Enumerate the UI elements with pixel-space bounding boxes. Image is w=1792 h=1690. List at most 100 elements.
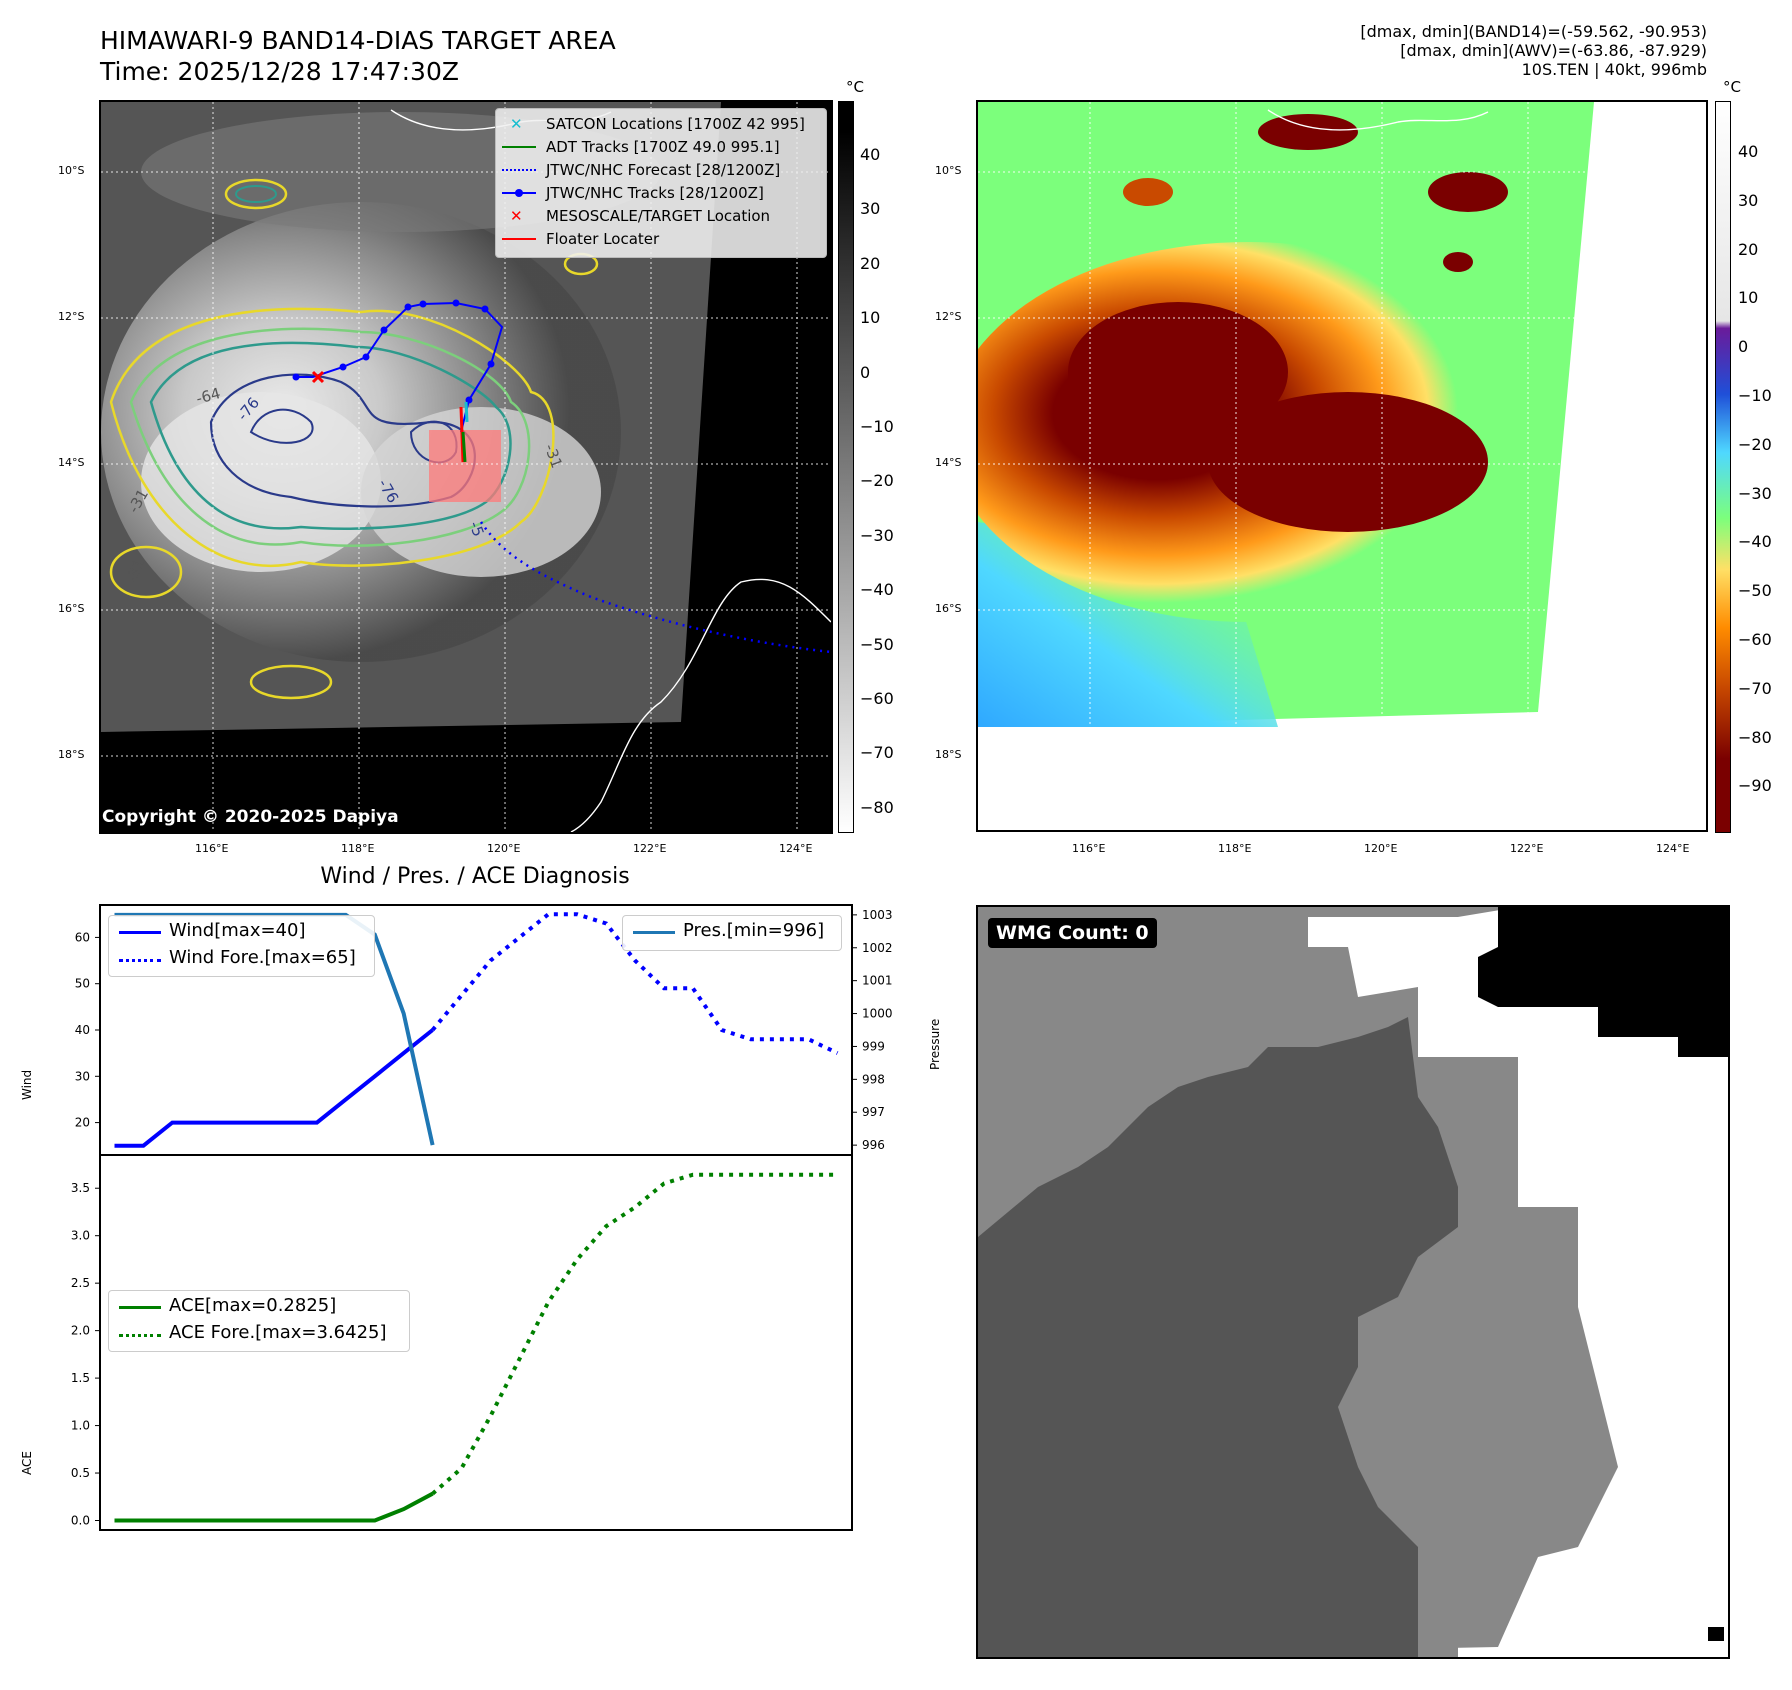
lon-tick: 124°E [779, 842, 813, 855]
figure-time: Time: 2025/12/28 17:47:30Z [100, 57, 459, 86]
lat-tick: 16°S [58, 602, 85, 615]
wmg-svg [978, 907, 1728, 1657]
colorbar-tick: −80 [1738, 727, 1772, 747]
colorbar-tick: 40 [860, 145, 881, 164]
legend-ace-forecast: ACE Fore.[max=3.6425] [169, 1322, 387, 1343]
y2-tick-label: 1000 [862, 1007, 893, 1021]
lat-tick: 10°S [58, 164, 85, 177]
ace-y-tick-label: 1.5 [71, 1371, 90, 1385]
wmg-panel [976, 905, 1730, 1659]
dotted-line-icon [119, 959, 161, 962]
y2-tick-label: 998 [862, 1072, 885, 1086]
colorbar-tick: 30 [860, 199, 881, 219]
legend-wind-forecast: Wind Fore.[max=65] [169, 947, 356, 968]
color-colorbar [1715, 101, 1731, 833]
legend-label-target: MESOSCALE/TARGET Location [546, 207, 771, 225]
lon-tick: 120°E [1364, 842, 1398, 855]
ace-y-tick-label: 0.0 [71, 1514, 90, 1528]
y-tick-label: 40 [75, 1023, 90, 1037]
lat-tick: 12°S [58, 310, 85, 323]
lat-tick: 14°S [58, 456, 85, 469]
solid-line-icon [502, 146, 536, 148]
y2-tick-label: 1003 [862, 908, 893, 922]
lon-tick: 116°E [1072, 842, 1106, 855]
ace-y-tick-label: 0.5 [71, 1466, 90, 1480]
legend-label-floater: Floater Locater [546, 230, 660, 248]
lon-tick: 122°E [633, 842, 667, 855]
legend-label-tracks: JTWC/NHC Tracks [28/1200Z] [546, 184, 764, 202]
copyright-text: Copyright © 2020-2025 Dapiya [102, 807, 399, 827]
lon-tick: 116°E [195, 842, 229, 855]
lat-tick: 14°S [935, 456, 962, 469]
y2-tick-label: 999 [862, 1039, 885, 1053]
color-colorbar-unit: °C [1723, 78, 1741, 96]
info-line-3: 10S.TEN | 40kt, 996mb [1521, 60, 1707, 79]
colorbar-tick: −40 [1738, 532, 1772, 552]
colorbar-tick: 10 [860, 308, 881, 328]
legend-wind: Wind[max=40] [169, 920, 306, 941]
lon-tick: 124°E [1656, 842, 1690, 855]
colorbar-tick: −70 [1738, 678, 1772, 698]
colorbar-tick: −40 [860, 580, 894, 600]
colorbar-tick: −70 [860, 743, 894, 763]
ace-y-tick-label: 2.5 [71, 1276, 90, 1290]
band14-map-panel: ✕ SATCON Locations [1700Z 42 995] ADT Tr… [99, 100, 833, 834]
dotted-line-icon [502, 169, 536, 171]
solid-line-icon [119, 1306, 161, 1309]
colorbar-tick: 20 [860, 253, 881, 273]
colorbar-tick: 40 [1738, 142, 1759, 161]
pressure-legend: Pres.[min=996] [622, 915, 842, 951]
colorbar-tick: 0 [860, 362, 871, 382]
y-tick-label: 60 [75, 930, 90, 944]
colorbar-tick: −10 [1738, 386, 1772, 405]
figure-title: HIMAWARI-9 BAND14-DIAS TARGET AREA [100, 26, 616, 55]
colorbar-tick: 10 [1738, 288, 1759, 308]
wind-forecast-series-line [431, 912, 839, 1055]
colorbar-tick: −10 [860, 417, 894, 436]
lat-tick: 10°S [935, 164, 962, 177]
colorbar-tick: −20 [1738, 434, 1772, 454]
info-line-1: [dmax, dmin](BAND14)=(-59.562, -90.953) [1360, 22, 1707, 41]
y-tick-label: 30 [75, 1069, 90, 1083]
colorbar-tick: −60 [1738, 630, 1772, 649]
awv-map-svg [978, 102, 1706, 830]
colorbar-tick: −90 [1738, 776, 1772, 796]
lon-tick: 118°E [1218, 842, 1252, 855]
y-tick-label: 50 [75, 977, 90, 991]
colorbar-tick: −30 [860, 525, 894, 545]
diagnosis-chart: 20 30 40 50 60 996 997 998 999 1000 1001 1002 1003 0.… [71, 904, 893, 1531]
pressure-axis-label: Pressure [928, 1018, 942, 1070]
pressure-series-line [114, 912, 435, 1146]
legend-label-forecast: JTWC/NHC Forecast [28/1200Z] [546, 161, 781, 179]
wind-legend: Wind[max=40] Wind Fore.[max=65] [108, 915, 375, 977]
colorbar-tick: −30 [1738, 483, 1772, 503]
ace-legend: ACE[max=0.2825] ACE Fore.[max=3.6425] [108, 1290, 410, 1352]
ace-series-line [114, 1491, 434, 1523]
ace-y-tick-label: 1.0 [71, 1419, 90, 1433]
legend-label-adt: ADT Tracks [1700Z 49.0 995.1] [546, 138, 780, 156]
solid-line-icon [633, 931, 675, 934]
wmg-count-badge: WMG Count: 0 [988, 918, 1157, 948]
wind-series-line [114, 1028, 434, 1148]
colorbar-tick: −50 [860, 634, 894, 654]
lon-tick: 118°E [341, 842, 375, 855]
lat-tick: 12°S [935, 310, 962, 323]
legend-label-satcon: SATCON Locations [1700Z 42 995] [546, 115, 805, 133]
legend-pressure: Pres.[min=996] [683, 920, 825, 941]
y2-tick-label: 997 [862, 1105, 885, 1119]
colorbar-tick: −20 [860, 471, 894, 491]
info-line-2: [dmax, dmin](AWV)=(-63.86, -87.929) [1400, 41, 1707, 60]
ace-y-tick-label: 3.0 [71, 1229, 90, 1243]
dot-icon [515, 189, 523, 197]
colorbar-tick: 30 [1738, 190, 1759, 210]
solid-line-icon [119, 931, 161, 934]
lon-tick: 122°E [1510, 842, 1544, 855]
y-tick-label: 20 [75, 1116, 90, 1130]
info-block: [dmax, dmin](BAND14)=(-59.562, -90.953) … [1360, 22, 1707, 79]
colorbar-tick: 20 [1738, 239, 1759, 259]
lat-tick: 16°S [935, 602, 962, 615]
lat-tick: 18°S [58, 748, 85, 761]
legend-ace: ACE[max=0.2825] [169, 1295, 337, 1316]
lat-tick: 18°S [935, 748, 962, 761]
colorbar-tick: −80 [860, 797, 894, 817]
